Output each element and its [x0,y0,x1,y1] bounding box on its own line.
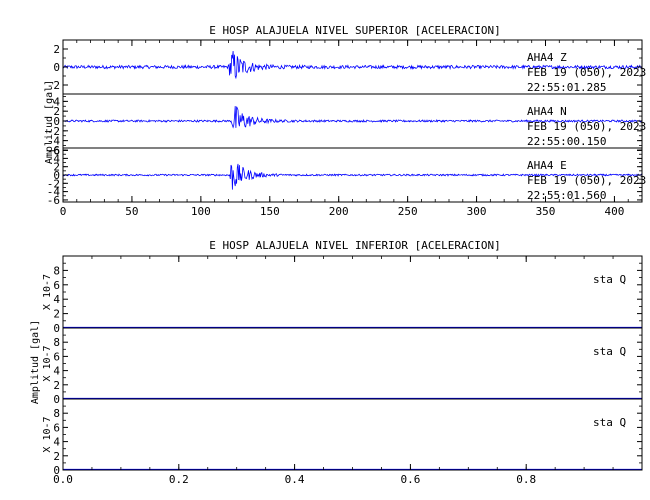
x-tick-label: 50 [125,205,138,218]
upper-chart-title: E HOSP ALAJUELA NIVEL SUPERIOR [ACELERAC… [209,24,500,37]
y-tick-label: -2 [47,177,60,190]
y-tick-label: 4 [53,365,60,378]
waveform-trace-n [62,106,643,129]
scale-factor-label: X 10-7 [42,274,53,310]
y-tick-label: 2 [53,450,60,463]
lower-panel-1: 8 64 20 X 10-7 sta Q [42,255,643,335]
lower-panel-frame [62,398,643,471]
y-tick-label: 0 [53,393,60,406]
y-tick-label: 4 [53,152,60,165]
waveform-trace-e [62,163,643,190]
x-tick-label: 0.0 [53,473,73,486]
y-tick-label: 6 [53,421,60,434]
y-tick-label: 2 [53,161,60,174]
y-tick-label: 0 [53,322,60,335]
record-date-label: FEB 19 (050), 2023 [527,66,646,79]
y-tick-label: 2 [53,105,60,118]
lower-y-axis-label: Amplitud [gal] [30,320,41,404]
station-label: sta Q [593,273,626,286]
y-tick-label: 4 [53,293,60,306]
station-label: sta Q [593,345,626,358]
y-tick-label: 4 [53,95,60,108]
y-tick-label: -2 [47,79,60,92]
record-time-label: 22:55:01.560 [527,189,606,202]
lower-chart-title: E HOSP ALAJUELA NIVEL INFERIOR [ACELERAC… [209,239,500,252]
y-tick-label: 6 [53,350,60,363]
x-tick-label: 350 [536,205,556,218]
lower-panel-2: 86 420 X 10-7 sta Q [42,327,643,406]
y-tick-label: 2 [53,308,60,321]
x-tick-label: 250 [398,205,418,218]
y-tick-label: -4 [47,186,61,199]
upper-x-axis: 0 50 100 150 200 250 300 350 400 [60,40,643,218]
y-tick-label: 0 [53,169,60,182]
x-tick-label: 0 [60,205,67,218]
scale-factor-label: X 10-7 [42,416,53,452]
station-component-label: AHA4 N [527,105,567,118]
y-tick-label: -6 [47,144,60,157]
lower-panel-frame [62,327,643,400]
x-tick-label: 0.4 [285,473,305,486]
y-tick-label: 0 [53,464,60,477]
y-tick-label: 4 [53,436,60,449]
y-tick-label: 2 [53,379,60,392]
y-tick-label: 6 [53,144,60,157]
record-date-label: FEB 19 (050), 2023 [527,120,646,133]
y-tick-label: -6 [47,194,60,207]
station-component-label: AHA4 E [527,159,567,172]
y-tick-label: -4 [47,135,61,148]
y-tick-label: 8 [53,407,60,420]
record-date-label: FEB 19 (050), 2023 [527,174,646,187]
x-tick-label: 0.2 [169,473,189,486]
x-tick-label: 0.6 [400,473,420,486]
x-tick-label: 200 [329,205,349,218]
lower-x-axis: 0.0 0.2 0.4 0.6 0.8 [53,256,643,486]
upper-panel-z: 2 0 -2 AHA4 Z FEB 19 (050), 2023 22:55:01.285 [47,39,646,95]
upper-y-axis-label: Amplitud [gal] [44,80,55,164]
x-tick-label: 150 [260,205,280,218]
waveform-trace-z [62,51,643,80]
y-tick-label: -2 [47,125,60,138]
y-tick-label: 0 [53,115,60,128]
scale-factor-label: X 10-7 [42,345,53,381]
record-time-label: 22:55:00.150 [527,135,606,148]
lower-panel-3: 86 420 X 10-7 sta Q [42,398,643,477]
x-tick-label: 300 [467,205,487,218]
station-label: sta Q [593,416,626,429]
y-tick-label: 0 [53,61,60,74]
y-tick-label: 6 [53,279,60,292]
record-time-label: 22:55:01.285 [527,81,606,94]
y-tick-label: 8 [53,264,60,277]
x-tick-label: 100 [191,205,211,218]
x-tick-label: 400 [604,205,624,218]
y-tick-label: 8 [53,336,60,349]
station-component-label: AHA4 Z [527,51,567,64]
x-tick-label: 0.8 [516,473,536,486]
y-tick-label: 2 [53,43,60,56]
lower-panel-frame [62,255,643,329]
